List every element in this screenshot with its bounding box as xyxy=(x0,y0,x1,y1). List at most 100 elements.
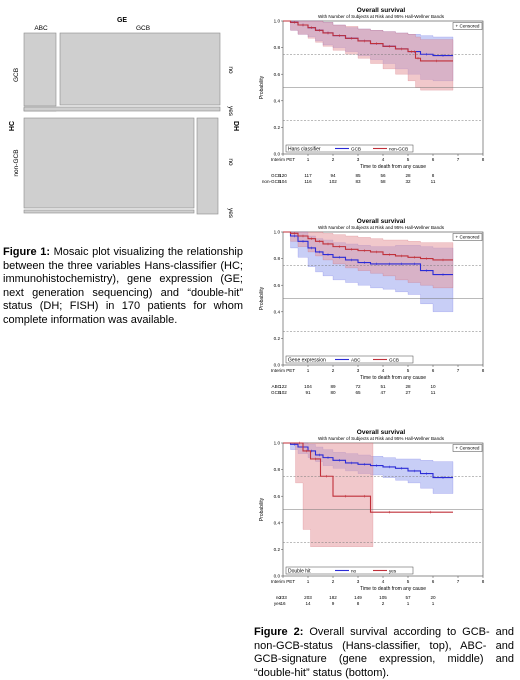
x-tick-label: 1 xyxy=(307,579,310,584)
censor-mark xyxy=(317,29,321,32)
x-tick-label: 8 xyxy=(482,368,485,373)
censor-mark xyxy=(350,461,354,465)
censor-mark xyxy=(350,36,354,40)
censor-mark xyxy=(301,240,305,243)
figure2-caption: Figure 2: Overall survival according to … xyxy=(254,626,514,680)
censor-mark xyxy=(310,237,314,240)
y-axis-label: Probability xyxy=(259,286,265,310)
at-risk-value: 203 xyxy=(304,595,312,600)
mosaic-left-cat-gcb: GCB xyxy=(13,68,20,82)
censor-mark xyxy=(425,269,429,272)
mosaic-right-cat-no-2: no xyxy=(227,158,234,166)
censor-mark xyxy=(387,262,391,266)
censor-mark xyxy=(310,26,314,29)
at-risk-value: 20 xyxy=(430,595,436,600)
censor-mark xyxy=(305,449,309,453)
censored-legend-box xyxy=(452,233,483,241)
mosaic-tile xyxy=(23,117,195,209)
y-axis-label: Probability xyxy=(259,75,265,99)
x-tick-label: 4 xyxy=(382,368,385,373)
figure1-text: Mosaic plot visualizing the relationship… xyxy=(3,246,243,326)
censor-mark xyxy=(387,510,391,514)
at-risk-value: 117 xyxy=(304,173,312,178)
censor-mark xyxy=(317,453,321,457)
x-tick-label: 6 xyxy=(432,157,435,162)
censor-mark xyxy=(416,56,420,60)
censor-mark xyxy=(362,494,366,498)
y-axis-label: Probability xyxy=(259,497,265,521)
mosaic-right-title: DH xyxy=(232,121,239,131)
x-tick-label: 7 xyxy=(457,579,460,584)
censor-mark xyxy=(425,257,429,260)
series-legend-label-1: yes xyxy=(389,568,397,573)
censor-mark xyxy=(344,494,347,498)
at-risk-value: 89 xyxy=(330,384,336,389)
series-legend-title: Gene expression xyxy=(288,357,326,363)
censor-mark xyxy=(362,249,366,252)
at-risk-value: 182 xyxy=(329,595,337,600)
censor-mark xyxy=(292,21,296,24)
survival-curve-1 xyxy=(283,442,453,513)
at-risk-value: 85 xyxy=(355,173,361,178)
y-tick-label: 0.8 xyxy=(274,45,281,50)
y-tick-label: 0.2 xyxy=(274,547,281,552)
mosaic-left-cat-nongcb: non-GCB xyxy=(13,149,20,176)
censor-mark xyxy=(375,250,379,254)
x-tick-label: 1 xyxy=(307,157,310,162)
censor-mark xyxy=(350,247,354,251)
at-risk-row-label: GCB xyxy=(271,390,281,395)
censor-mark xyxy=(337,255,341,259)
series-legend-label-0: no xyxy=(351,568,357,573)
at-risk-value: 91 xyxy=(305,390,311,395)
confidence-band-1 xyxy=(283,231,454,289)
censor-mark xyxy=(425,472,429,475)
series-legend-label-1: non-GCB xyxy=(389,146,408,151)
at-risk-value: 14 xyxy=(305,601,311,606)
censor-mark xyxy=(412,469,416,473)
at-risk-row-label: no xyxy=(276,595,282,600)
censor-mark xyxy=(362,261,366,264)
chart-title: Overall survival xyxy=(357,218,406,225)
y-tick-label: 1.0 xyxy=(274,441,281,446)
censor-mark xyxy=(325,474,329,478)
at-risk-value: 9 xyxy=(332,601,335,606)
censor-mark xyxy=(362,39,366,43)
series-legend-label-0: GCB xyxy=(351,146,361,151)
mosaic-left-title: HC xyxy=(9,121,16,131)
censored-legend-box xyxy=(452,444,483,452)
mosaic-tile xyxy=(23,209,195,214)
at-risk-value: 8 xyxy=(432,173,435,178)
censored-legend: + Censored xyxy=(456,24,480,29)
at-risk-row-label: GCB xyxy=(271,173,281,178)
at-risk-value: 11 xyxy=(431,390,436,395)
x-axis-label: Time to death from any cause xyxy=(360,586,426,592)
series-legend-box xyxy=(285,144,414,153)
censor-mark xyxy=(400,466,404,470)
y-tick-label: 0.2 xyxy=(274,336,281,341)
censored-legend: + Censored xyxy=(456,446,480,451)
at-risk-value: 104 xyxy=(279,179,287,184)
confidence-band-1 xyxy=(283,442,374,547)
y-tick-label: 0.6 xyxy=(274,72,281,77)
at-risk-value: 149 xyxy=(354,595,362,600)
chart-subtitle: With Number of Subjects at Risk and 95% … xyxy=(318,436,445,441)
at-risk-value: 104 xyxy=(304,384,312,389)
y-tick-label: 0.6 xyxy=(274,283,281,288)
at-risk-value: 102 xyxy=(279,390,287,395)
at-risk-value: 16 xyxy=(280,601,286,606)
at-risk-value: 83 xyxy=(355,179,361,184)
censor-mark xyxy=(326,242,330,246)
y-tick-label: 0.8 xyxy=(274,256,281,261)
x-tick-label: 6 xyxy=(432,368,435,373)
at-risk-value: 47 xyxy=(380,390,386,395)
censor-mark xyxy=(314,457,317,461)
censor-mark xyxy=(375,464,379,467)
y-tick-label: 0.6 xyxy=(274,494,281,499)
mosaic-tile xyxy=(23,106,221,112)
censor-mark xyxy=(400,262,404,266)
series-legend-box xyxy=(285,355,414,364)
mosaic-top-title: GE xyxy=(117,17,127,24)
y-tick-label: 0.0 xyxy=(274,363,281,368)
at-risk-value: 58 xyxy=(380,179,386,184)
